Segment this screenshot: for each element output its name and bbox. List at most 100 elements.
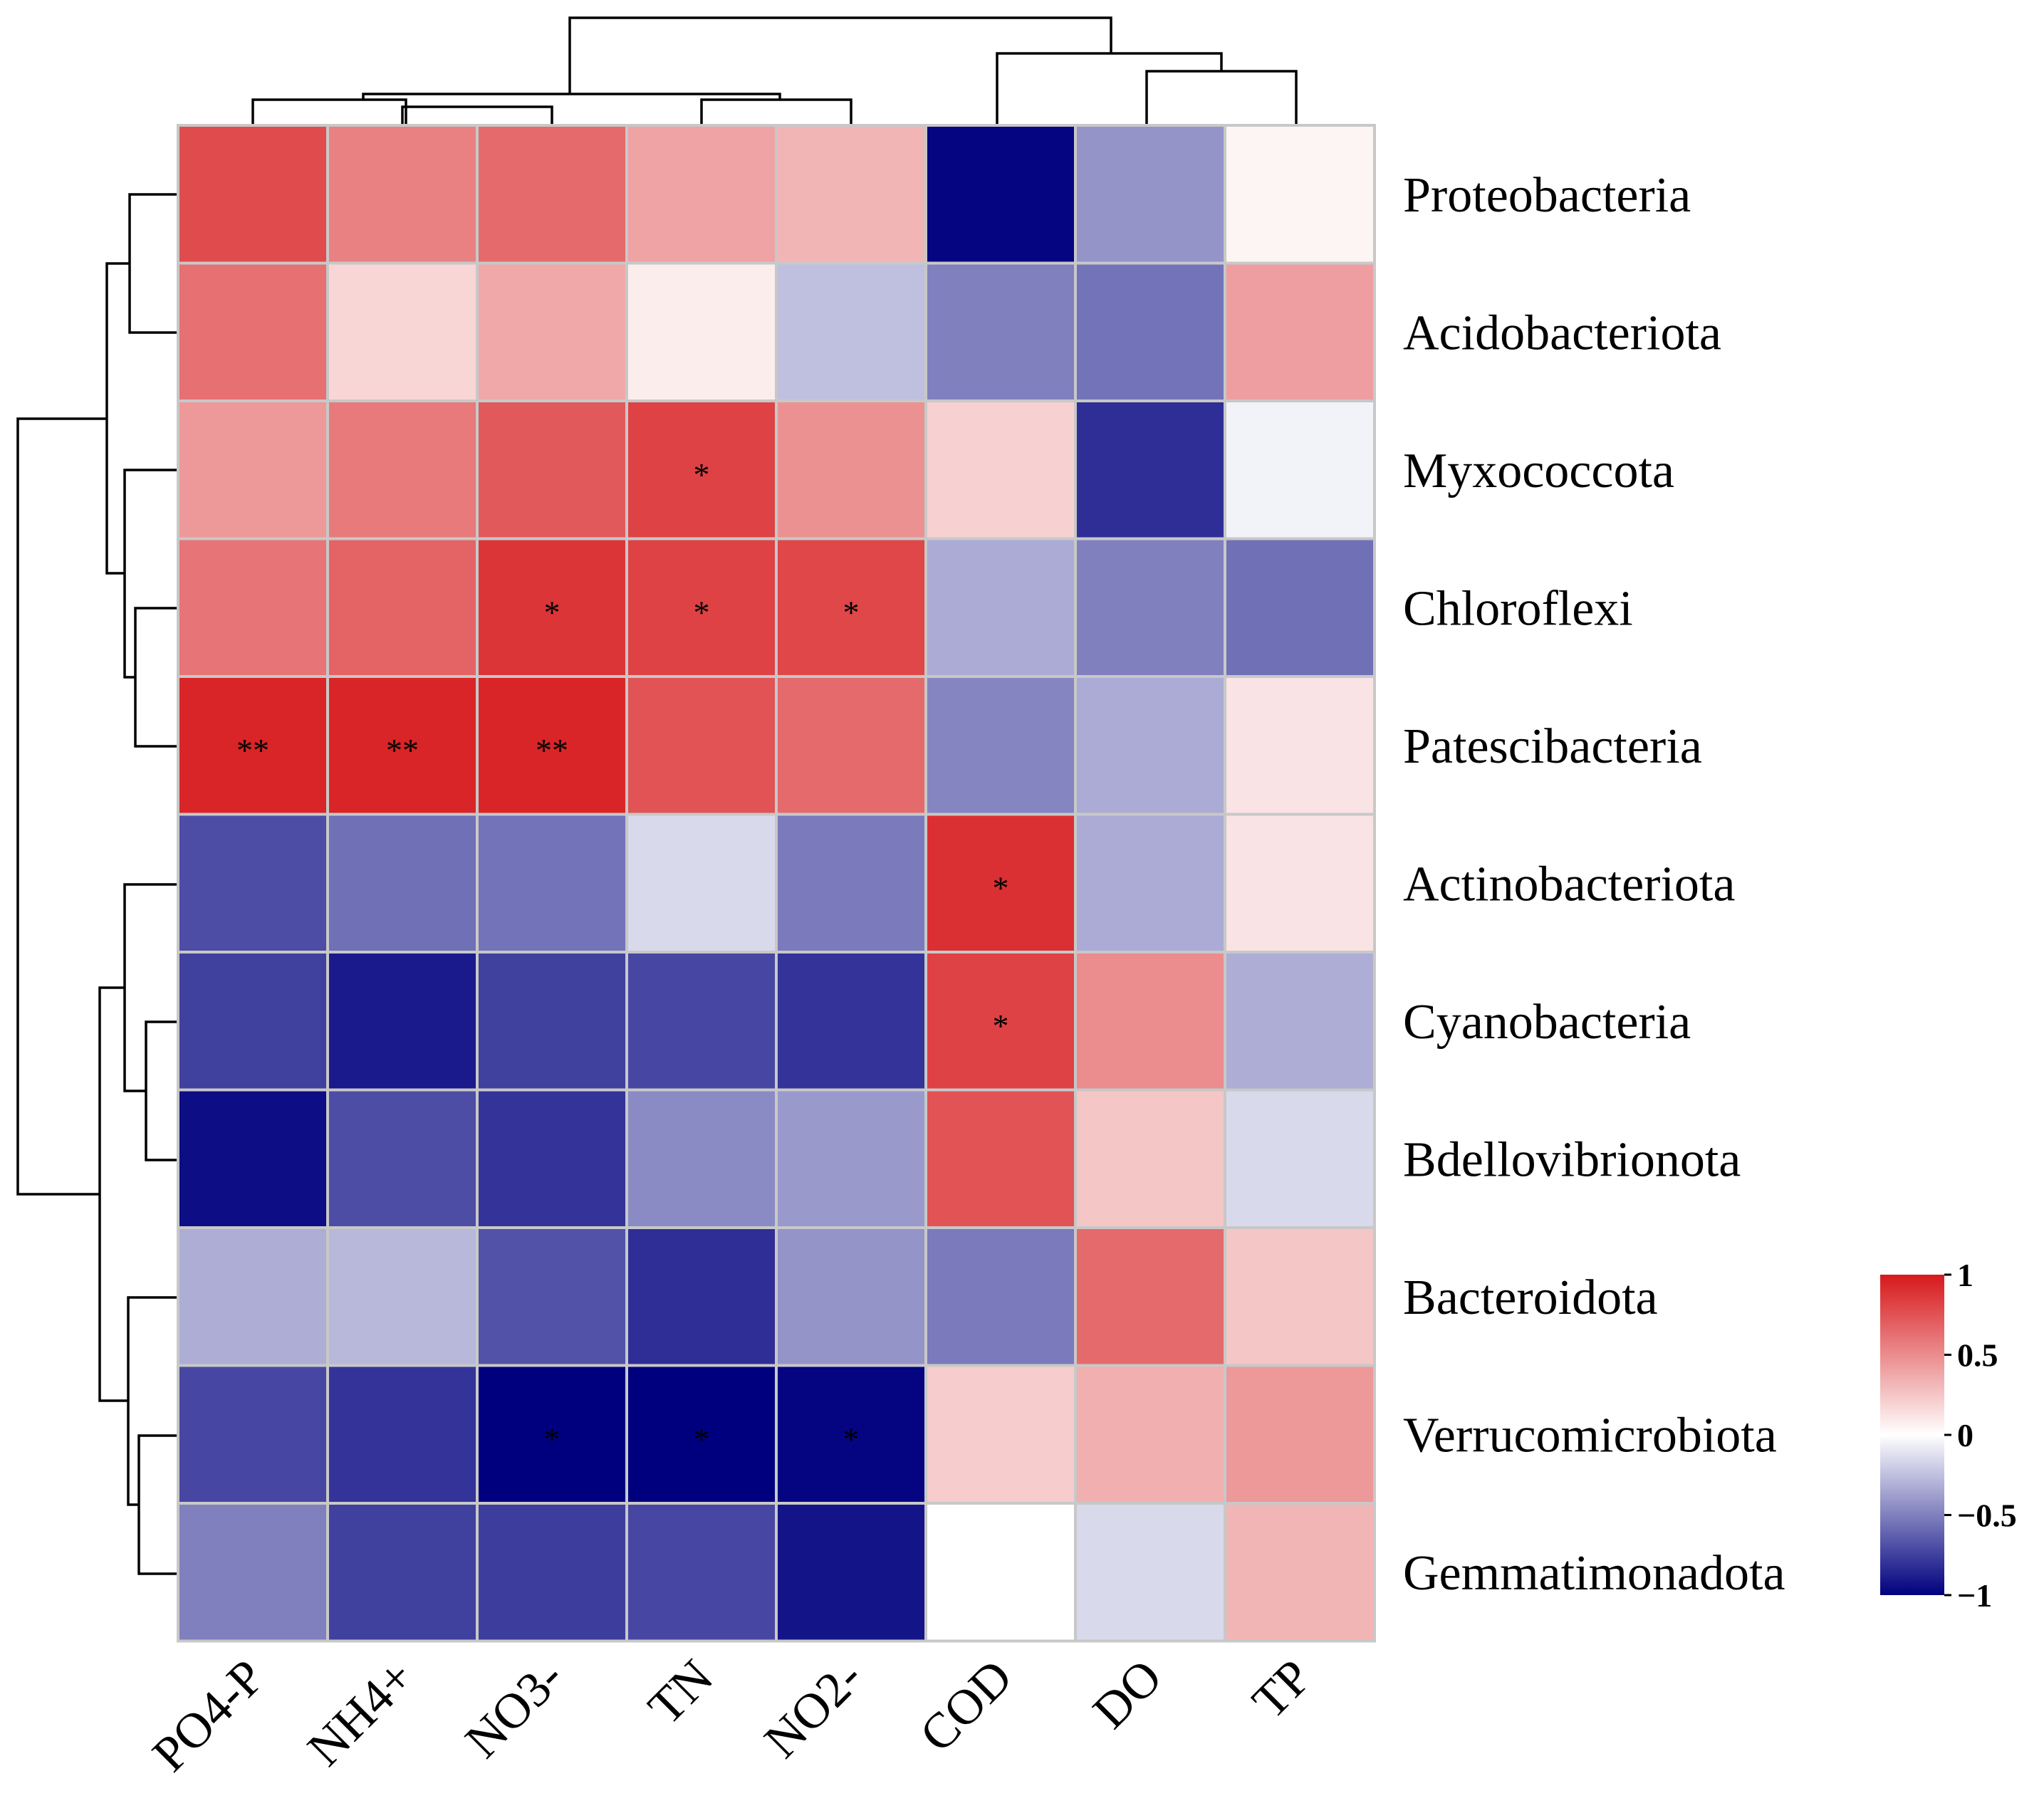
cell-patescibacteria-do: [1074, 675, 1226, 816]
cell-proteobacteria-nh4: [326, 124, 479, 265]
cell-actinobacteriota-cod: [924, 813, 1077, 954]
cell-actinobacteriota-nh4: [326, 813, 479, 954]
cell-acidobacteriota-no3: [476, 261, 628, 402]
cell-chloroflexi-no3: [476, 537, 628, 678]
row-label-proteobacteria: Proteobacteria: [1403, 168, 1691, 223]
cell-gemmatimonadota-no2: [775, 1502, 927, 1643]
cell-chloroflexi-nh4: [326, 537, 479, 678]
cell-proteobacteria-tn: [625, 124, 778, 265]
cell-chloroflexi-tn: [625, 537, 778, 678]
cell-bdellovibrionota-no2: [775, 1088, 927, 1229]
cell-gemmatimonadota-nh4: [326, 1502, 479, 1643]
cell-gemmatimonadota-tp: [1224, 1502, 1376, 1643]
col-dendro-link-tn-no2: [700, 98, 852, 130]
cell-bacteroidota-no3: [476, 1226, 628, 1367]
row-label-gemmatimonadota: Gemmatimonadota: [1403, 1546, 1785, 1601]
cell-proteobacteria-cod: [924, 124, 1077, 265]
cell-proteobacteria-po4-p: [177, 124, 329, 265]
cell-bacteroidota-po4-p: [177, 1226, 329, 1367]
cell-cyanobacteria-no3: [476, 951, 628, 1092]
cell-cyanobacteria-do: [1074, 951, 1226, 1092]
cell-bacteroidota-tn: [625, 1226, 778, 1367]
cell-bacteroidota-tp: [1224, 1226, 1376, 1367]
cell-chloroflexi-do: [1074, 537, 1226, 678]
cell-patescibacteria-tn: [625, 675, 778, 816]
cell-acidobacteriota-tp: [1224, 261, 1376, 402]
cell-bdellovibrionota-po4-p: [177, 1088, 329, 1229]
row-label-acidobacteriota: Acidobacteriota: [1403, 305, 1721, 360]
column-dendrogram: [251, 16, 1298, 137]
row-label-verrucomicrobiota: Verrucomicrobiota: [1403, 1408, 1777, 1463]
cell-myxococcota-do: [1074, 399, 1226, 540]
cell-acidobacteriota-nh4: [326, 261, 479, 402]
cell-bdellovibrionota-tn: [625, 1088, 778, 1229]
significance-marker-myxococcota-tn: *: [694, 456, 710, 493]
cell-cyanobacteria-nh4: [326, 951, 479, 1092]
cell-myxococcota-po4-p: [177, 399, 329, 540]
cell-actinobacteriota-tp: [1224, 813, 1376, 954]
cell-myxococcota-no3: [476, 399, 628, 540]
row-label-bacteroidota: Bacteroidota: [1403, 1270, 1658, 1325]
significance-marker-chloroflexi-tn: *: [694, 594, 710, 630]
cell-actinobacteriota-po4-p: [177, 813, 329, 954]
cell-bdellovibrionota-tp: [1224, 1088, 1376, 1229]
row-label-patescibacteria: Patescibacteria: [1403, 719, 1702, 774]
cell-myxococcota-cod: [924, 399, 1077, 540]
cell-bdellovibrionota-nh4: [326, 1088, 479, 1229]
significance-marker-verrucomicrobiota-no2: *: [843, 1421, 860, 1457]
colorbar-gradient: [1880, 1275, 1944, 1595]
significance-marker-patescibacteria-po4-p: **: [236, 732, 269, 768]
cell-bacteroidota-do: [1074, 1226, 1226, 1367]
cell-myxococcota-tp: [1224, 399, 1376, 540]
cell-gemmatimonadota-no3: [476, 1502, 628, 1643]
cell-gemmatimonadota-do: [1074, 1502, 1226, 1643]
cell-verrucomicrobiota-tp: [1224, 1364, 1376, 1505]
significance-marker-patescibacteria-nh4: **: [386, 732, 419, 768]
cell-acidobacteriota-no2: [775, 261, 927, 402]
significance-marker-verrucomicrobiota-tn: *: [694, 1421, 710, 1457]
cell-verrucomicrobiota-tn: [625, 1364, 778, 1505]
cell-gemmatimonadota-po4-p: [177, 1502, 329, 1643]
significance-markers: ** * *** ** ***** * *: [236, 456, 1009, 1458]
col-dendro-link-cod-dotp: [996, 52, 1223, 137]
colorbar-ticks: 1 0.5 0 −0.5 −1: [1944, 1257, 2017, 1614]
cell-bacteroidota-cod: [924, 1226, 1077, 1367]
colorbar-tick-label: 0.5: [1957, 1337, 1998, 1374]
row-label-actinobacteriota: Actinobacteriota: [1403, 857, 1735, 911]
cell-cyanobacteria-tn: [625, 951, 778, 1092]
cell-myxococcota-tn: [625, 399, 778, 540]
row-label-bdellovibrionota: Bdellovibrionota: [1403, 1132, 1741, 1187]
colorbar-tick-label: −1: [1957, 1577, 1992, 1614]
significance-marker-verrucomicrobiota-no3: *: [544, 1421, 560, 1457]
heatmap-cells: [177, 124, 1376, 1643]
cell-actinobacteriota-no3: [476, 813, 628, 954]
col-dendro-link-root: [568, 16, 1112, 94]
cell-gemmatimonadota-cod: [924, 1502, 1077, 1643]
cell-bdellovibrionota-no3: [476, 1088, 628, 1229]
cell-myxococcota-no2: [775, 399, 927, 540]
significance-marker-chloroflexi-no2: *: [843, 594, 860, 630]
colorbar-tick-label: 1: [1957, 1257, 1973, 1293]
significance-marker-chloroflexi-no3: *: [544, 594, 560, 630]
cell-proteobacteria-tp: [1224, 124, 1376, 265]
cell-verrucomicrobiota-do: [1074, 1364, 1226, 1505]
cell-verrucomicrobiota-nh4: [326, 1364, 479, 1505]
cell-acidobacteriota-po4-p: [177, 261, 329, 402]
row-label-chloroflexi: Chloroflexi: [1403, 581, 1633, 636]
significance-marker-cyanobacteria-cod: *: [993, 1008, 1009, 1044]
cell-verrucomicrobiota-cod: [924, 1364, 1077, 1505]
cell-cyanobacteria-po4-p: [177, 951, 329, 1092]
colorbar-legend: 1 0.5 0 −0.5 −1: [1880, 1257, 2017, 1614]
cell-actinobacteriota-do: [1074, 813, 1226, 954]
cell-verrucomicrobiota-no3: [476, 1364, 628, 1505]
col-dendro-link-po4-nh4no3: [251, 98, 407, 137]
cell-bdellovibrionota-do: [1074, 1088, 1226, 1229]
col-dendro-link-nh4-no3: [401, 105, 553, 130]
row-dendro-link-root: [16, 417, 107, 1196]
cell-acidobacteriota-tn: [625, 261, 778, 402]
colorbar-tick-label: −0.5: [1957, 1498, 2017, 1534]
cell-chloroflexi-cod: [924, 537, 1077, 678]
cell-chloroflexi-po4-p: [177, 537, 329, 678]
cell-acidobacteriota-do: [1074, 261, 1226, 402]
